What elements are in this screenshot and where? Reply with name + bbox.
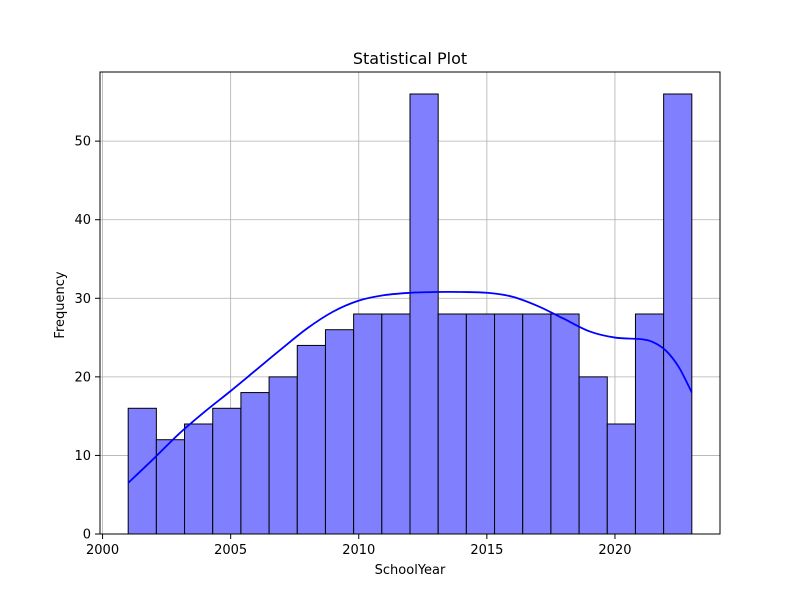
histogram-bar-2 — [184, 423, 214, 535]
histogram-bar-19 — [663, 93, 693, 535]
histogram-bar-1 — [155, 439, 186, 535]
y-tick-label-3: 30 — [74, 292, 91, 307]
y-tick-label-2: 20 — [74, 370, 91, 385]
histogram-bar-5 — [268, 376, 298, 535]
histogram-bar-7 — [324, 329, 355, 535]
histogram-bar-17 — [606, 423, 636, 535]
y-axis-ticks: 0 10 20 30 40 50 — [74, 135, 100, 543]
histogram-bar-11 — [437, 313, 467, 535]
x-tick-label-0: 2000 — [86, 543, 119, 558]
x-axis-label: SchoolYear — [375, 563, 446, 578]
histogram-bar-0 — [127, 407, 157, 535]
y-tick-label-5: 50 — [74, 135, 91, 150]
kde-line — [127, 291, 693, 484]
histogram-bar-9 — [381, 313, 411, 535]
histogram-bar-16 — [578, 376, 608, 535]
histogram-bar-15 — [550, 313, 580, 535]
x-axis-ticks: 2000 2005 2010 2015 2020 — [86, 534, 632, 558]
y-tick-label-4: 40 — [74, 213, 91, 228]
y-tick-label-0: 0 — [83, 528, 91, 543]
y-axis-label: Frequency — [53, 271, 68, 338]
histogram-bar-12 — [465, 313, 496, 535]
histogram-bar-4 — [240, 392, 270, 535]
chart-title: Statistical Plot — [353, 49, 467, 68]
histogram-bars — [127, 93, 693, 535]
histogram-bar-8 — [353, 313, 383, 535]
x-tick-label-1: 2005 — [214, 543, 247, 558]
histogram-bar-3 — [212, 407, 242, 535]
histogram-bar-14 — [522, 313, 552, 535]
x-tick-label-2: 2010 — [342, 543, 375, 558]
histogram-bar-13 — [494, 313, 524, 535]
histogram-bar-18 — [634, 313, 665, 535]
x-tick-label-4: 2020 — [598, 543, 631, 558]
histogram-bar-10 — [409, 93, 439, 535]
plot-frame — [99, 71, 721, 535]
y-tick-label-1: 10 — [74, 449, 91, 464]
x-tick-label-3: 2015 — [470, 543, 503, 558]
histogram-bar-6 — [296, 344, 326, 535]
